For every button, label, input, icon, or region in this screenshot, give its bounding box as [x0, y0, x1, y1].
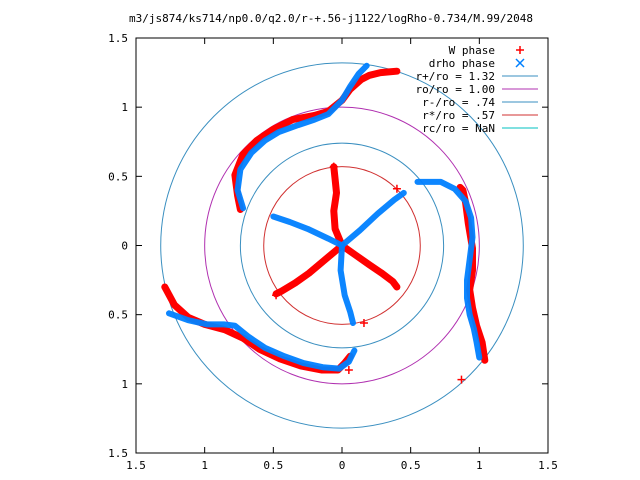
x-tick-label-4: 0.5 [401, 459, 421, 472]
y-tick-label-6: 1.5 [108, 447, 128, 460]
circle-1 [204, 106, 480, 385]
chart-title: m3/js874/ks714/np0.0/q2.0/r-+.56-j1122/l… [129, 12, 533, 25]
circle-3 [263, 166, 421, 325]
series-1-curve-4 [234, 62, 370, 212]
x-tick-label-6: 1.5 [538, 459, 558, 472]
series-0-curve-0 [330, 163, 346, 249]
y-tick-label-1: 1 [121, 101, 128, 114]
y-tick-label-2: 0.5 [108, 170, 128, 183]
w-phase-marker-4 [457, 375, 466, 384]
circle-0 [160, 62, 524, 429]
series-1-curve-2 [337, 242, 356, 326]
legend-marker-1 [515, 58, 525, 68]
w-phase-marker-5 [344, 366, 353, 374]
w-phase-marker-2 [359, 318, 368, 327]
series-1-curve-0 [270, 213, 345, 249]
radius-circles [160, 62, 524, 429]
w-phase-marker-3 [272, 291, 281, 300]
legend-label-6: rc/ro = NaN [422, 122, 495, 135]
x-tick-label-1: 1 [201, 459, 208, 472]
y-tick-label-5: 1 [121, 378, 128, 391]
series-0-curve-4 [231, 67, 401, 213]
legend-label-5: r*/ro = .57 [422, 109, 495, 122]
w-phase-marker-1 [392, 184, 401, 193]
x-tick-label-0: 1.5 [126, 459, 146, 472]
series-0-curve-2 [272, 242, 346, 298]
legend-label-4: r-/ro = .74 [422, 96, 495, 109]
w-phase-marker-0 [329, 162, 338, 171]
legend-label-2: r+/ro = 1.32 [416, 70, 495, 83]
y-tick-label-0: 1.5 [108, 32, 128, 45]
x-tick-label-3: 0 [339, 459, 346, 472]
series-0-curve-5 [161, 283, 354, 374]
x-tick-label-2: 0.5 [263, 459, 283, 472]
legend-label-1: drho phase [429, 57, 495, 70]
legend-label-3: ro/ro = 1.00 [416, 83, 495, 96]
series-1-curve-5 [166, 310, 358, 372]
series-1-curve-1 [339, 189, 407, 249]
y-tick-label-3: 0 [121, 240, 128, 253]
circle-2 [239, 142, 445, 349]
legend-marker-0 [516, 46, 524, 54]
x-tick-label-5: 1 [476, 459, 483, 472]
series-layer [161, 62, 489, 384]
legend-label-0: W phase [449, 44, 495, 57]
series-1-curve-3 [414, 178, 483, 361]
y-tick-label-4: 0.5 [108, 309, 128, 322]
axis-ticks: 1.5 1 0.5 0 0.5 1 1.51.510.500.511.5 [108, 32, 558, 472]
series-0-curve-1 [338, 242, 401, 291]
